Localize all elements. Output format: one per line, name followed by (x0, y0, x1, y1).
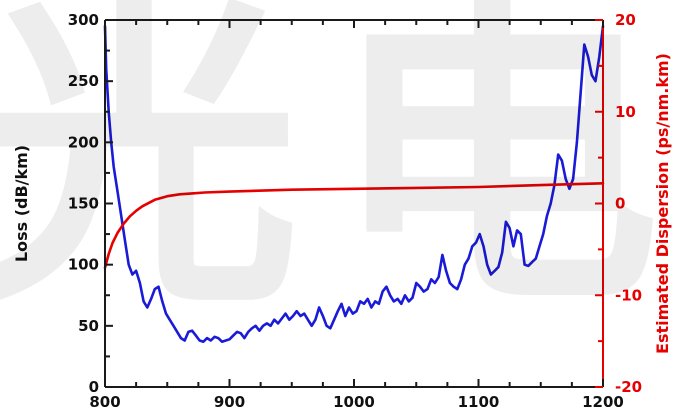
right-y-tick-label: 0 (615, 195, 625, 213)
left-y-tick-label: 200 (68, 133, 99, 151)
x-tick-label: 1100 (458, 393, 500, 411)
left-y-tick-label: 300 (68, 11, 99, 29)
right-y-tick-label: 20 (615, 11, 636, 29)
left-y-tick-label: 100 (68, 256, 99, 274)
left-y-tick-label: 150 (68, 195, 99, 213)
labels: 800 900 1000 1100 1200050100150200250300-20-… (12, 11, 672, 411)
right-y-axis-title: Estimated Dispersion (ps/nm.km) (653, 53, 672, 354)
axes (104, 19, 604, 388)
loss-line (103, 24, 605, 344)
left-y-tick-label: 0 (89, 378, 99, 396)
right-y-tick-label: -10 (615, 286, 642, 304)
x-tick-label: 1200 (582, 393, 624, 411)
x-tick-label: 1000 (333, 393, 375, 411)
x-tick-label: 800 (89, 393, 120, 411)
left-y-tick-label: 50 (78, 317, 99, 335)
right-y-tick-label: 10 (615, 103, 636, 121)
left-y-tick-label: 250 (68, 72, 99, 90)
plot-area (103, 24, 605, 344)
x-tick-label: 900 (214, 393, 245, 411)
dispersion-line (103, 182, 605, 270)
left-y-axis-title: Loss (dB/km) (12, 145, 31, 262)
right-y-tick-label: -20 (615, 378, 642, 396)
